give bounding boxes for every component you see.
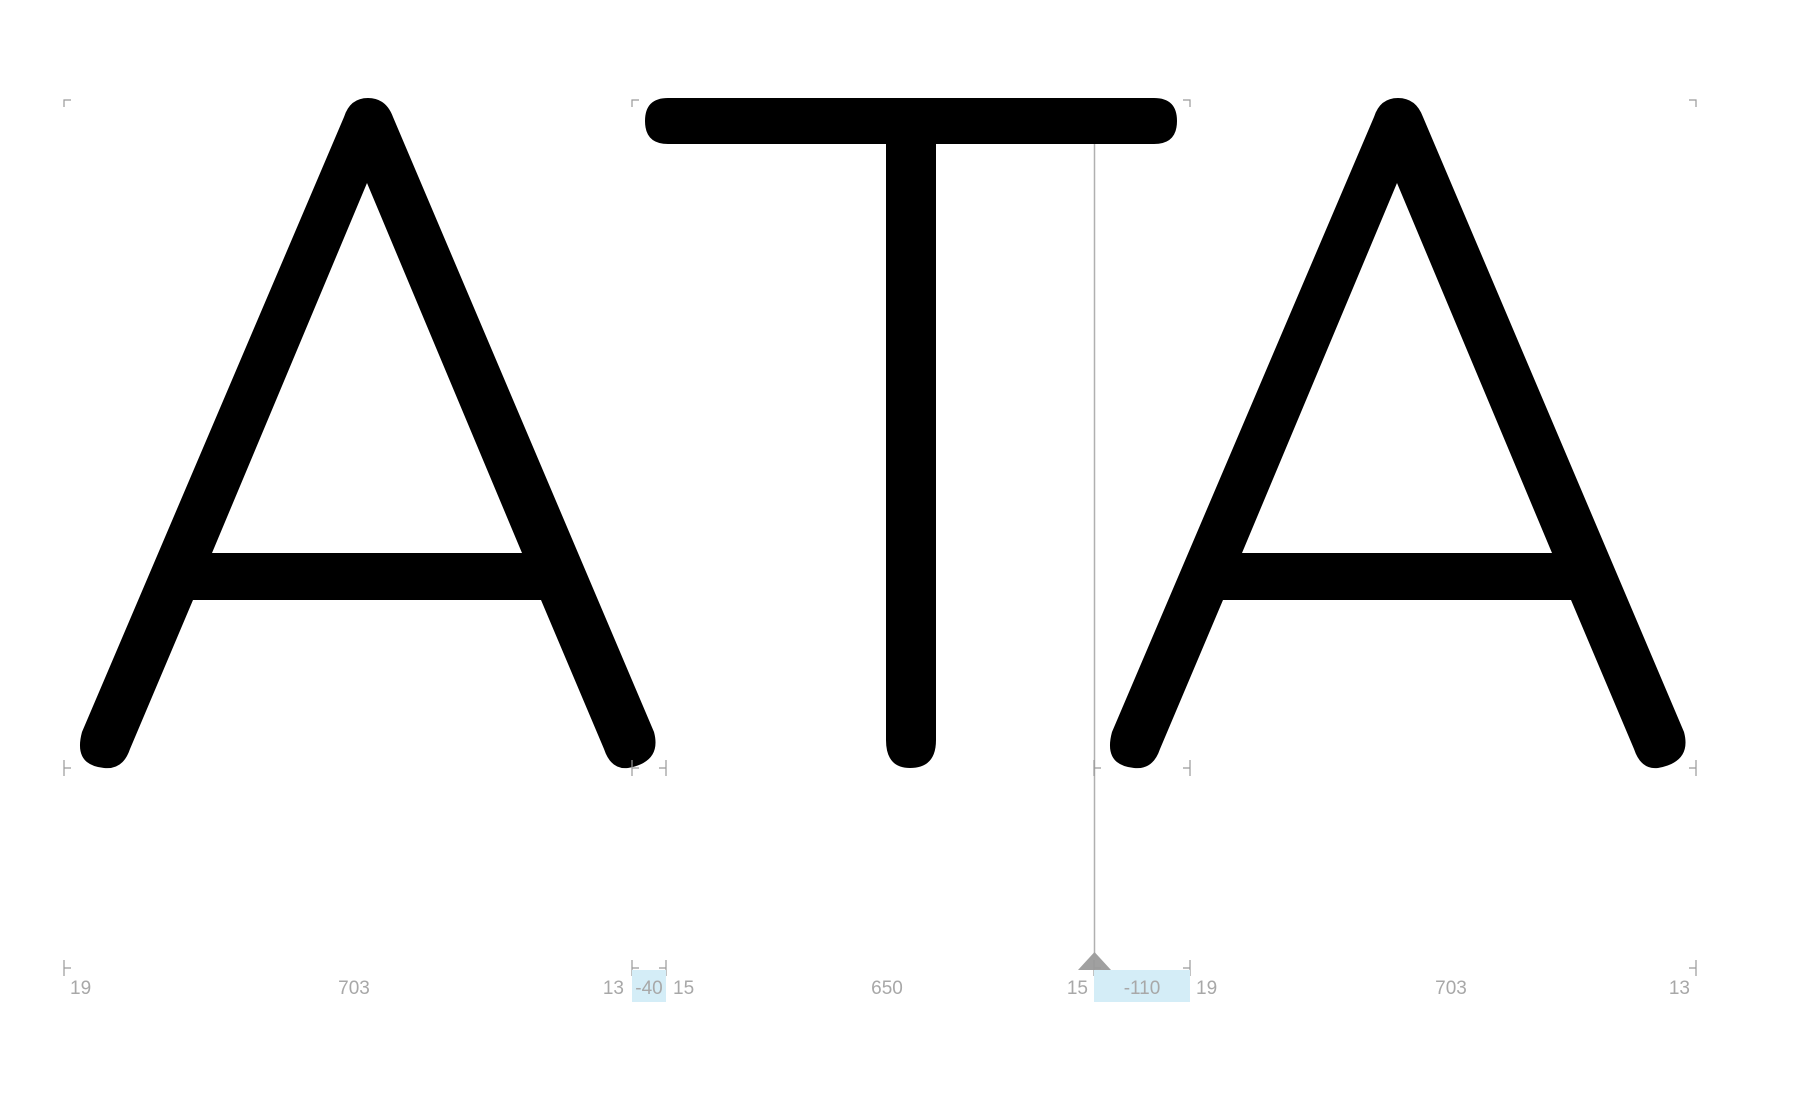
kerning-value-T-A[interactable]: -110 <box>1124 978 1161 999</box>
glyph-A-1-width[interactable]: 703 <box>338 978 370 999</box>
glyph-A-1-lsb[interactable]: 19 <box>70 978 91 999</box>
glyph-A-2-rsb[interactable]: 13 <box>1669 978 1690 999</box>
glyph-A-2-width[interactable]: 703 <box>1435 978 1467 999</box>
metrics-row: 19 703 13 -40 15 650 15 -110 19 703 13 <box>70 978 1690 999</box>
glyph-T-lsb[interactable]: 15 <box>673 978 694 999</box>
glyph-T-outline <box>645 98 1177 768</box>
glyph-T-width[interactable]: 650 <box>871 978 903 999</box>
glyph-A-2-outline <box>1109 98 1686 769</box>
glyph-A-2-lsb[interactable]: 19 <box>1196 978 1217 999</box>
kerning-highlight-A-T[interactable] <box>632 970 666 1002</box>
glyph-A-2[interactable] <box>1109 98 1686 769</box>
glyph-A-1-outline <box>79 98 656 769</box>
glyph-A-1[interactable] <box>79 98 656 769</box>
kerning-value-A-T[interactable]: -40 <box>635 978 662 999</box>
glyph-T-1[interactable] <box>645 98 1177 768</box>
kerning-highlight-T-A[interactable] <box>1094 970 1190 1002</box>
glyph-T-rsb[interactable]: 15 <box>1067 978 1088 999</box>
glyph-A-1-rsb[interactable]: 13 <box>603 978 624 999</box>
